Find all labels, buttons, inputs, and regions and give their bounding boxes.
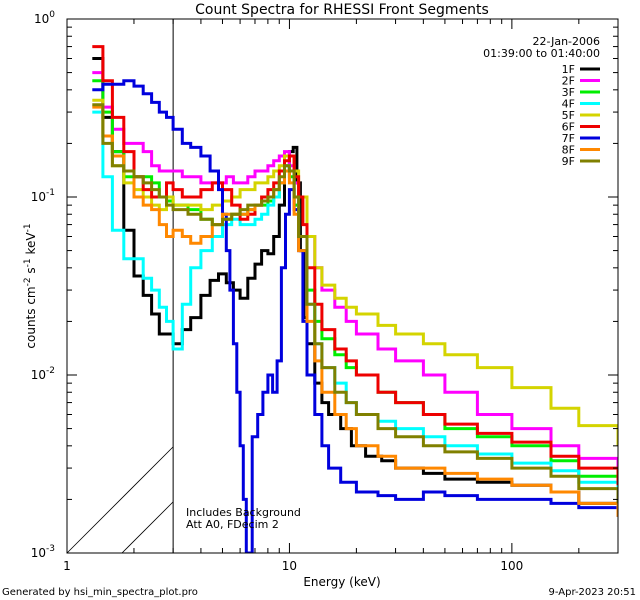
generator-footer: Generated by hsi_min_spectra_plot.pro [2,587,198,598]
legend-label-7F: 7F [562,132,575,145]
legend-label-8F: 8F [562,144,575,157]
x-tick-label: 10 [282,559,297,573]
observation-date: 22-Jan-2006 [533,35,601,48]
plot-frame [66,18,619,554]
legend-label-9F: 9F [562,155,575,168]
x-tick-labels: 1 10 100 [63,559,523,573]
x-axis-label: Energy (keV) [303,575,380,589]
excluded-energy-hatch [66,19,174,554]
y-axis-label: counts cm-2 s-1 keV-1 [23,223,38,348]
legend-label-2F: 2F [562,75,575,88]
series-layer [92,45,618,553]
hatch-lines [66,446,174,554]
attenuator-note: Att A0, FDecim 2 [186,518,279,531]
axis-ticks [66,18,619,554]
x-tick-label: 1 [63,559,71,573]
y-tick-label: 100 [34,10,55,26]
y-tick-label: 10-3 [31,544,55,560]
series-7F [92,79,618,553]
timestamp-footer: 9-Apr-2023 20:51 [549,587,636,598]
legend-label-3F: 3F [562,86,575,99]
y-tick-label: 10-2 [31,366,55,382]
series-6F [92,45,618,486]
series-2F [92,71,618,474]
series-9F [92,103,618,504]
x-tick-label: 100 [500,559,523,573]
legend-label-5F: 5F [562,109,575,122]
legend-label-4F: 4F [562,98,575,111]
y-tick-label: 10-1 [31,188,55,204]
observation-time-range: 01:39:00 to 01:40:00 [483,47,600,60]
legend-label-1F: 1F [562,63,575,76]
legend-label-6F: 6F [562,121,575,134]
y-tick-labels: 10-3 10-2 10-1 100 [31,10,56,560]
background-note: Includes Background [186,506,301,519]
chart-title: Count Spectra for RHESSI Front Segments [195,2,489,18]
series-5F [92,98,618,446]
